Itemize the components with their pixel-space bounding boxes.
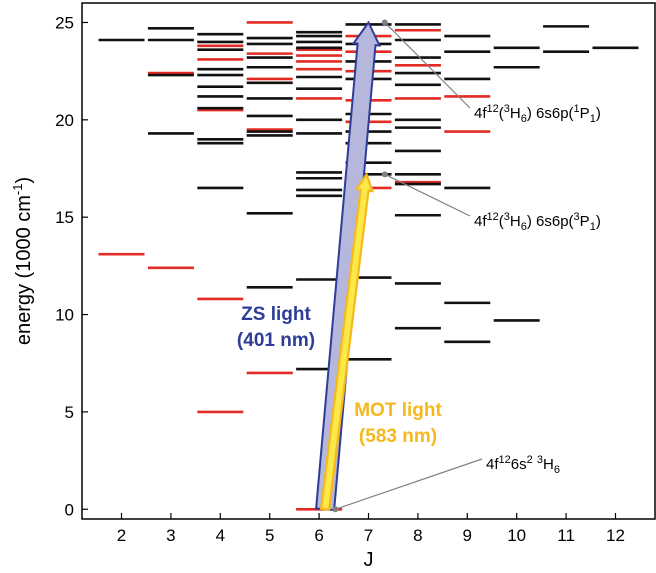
- annotation-part: 3: [537, 454, 543, 466]
- y-tick-label: 25: [55, 13, 74, 32]
- annotation-leader: [384, 173, 471, 217]
- y-tick-label: 15: [55, 208, 74, 227]
- y-axis-title-main: energy (1000 cm: [13, 195, 35, 345]
- annotation-part: 1: [590, 113, 596, 125]
- y-tick-label: 5: [65, 403, 74, 422]
- annotation-part: 1: [574, 103, 580, 115]
- laser-transitions: ZS light (401 nm) MOT light (583 nm): [237, 20, 442, 512]
- level-annotation: 4f12(3H6) 6s6p(1P1): [474, 103, 601, 125]
- annotation-part: 4f: [474, 105, 487, 122]
- annotation-part: 3: [504, 103, 510, 115]
- annotation-leaders: 4f12(3H6) 6s6p(1P1)4f12(3H6) 6s6p(3P1)4f…: [332, 19, 601, 513]
- annotation-part: (: [499, 105, 504, 122]
- x-tick-label: 3: [166, 526, 175, 545]
- mot-light-label-line1: MOT light: [354, 400, 442, 421]
- x-tick-label: 2: [117, 526, 126, 545]
- annotation-part: 12: [487, 211, 499, 223]
- zs-light-label: ZS light (401 nm): [237, 304, 315, 351]
- annotation-part: 6: [521, 221, 527, 233]
- x-tick-label: 6: [314, 526, 323, 545]
- annotation-part: ): [596, 213, 601, 230]
- annotation-part: 1: [590, 221, 596, 233]
- y-tick-label: 10: [55, 306, 74, 325]
- annotation-part: 3: [574, 211, 580, 223]
- mot-light-label: MOT light (583 nm): [354, 400, 442, 447]
- annotation-part: P: [580, 213, 590, 230]
- annotation-leader: [335, 458, 483, 510]
- annotation-part: 3: [504, 211, 510, 223]
- mot-light-label-line2: (583 nm): [359, 426, 437, 447]
- y-tick-label: 20: [55, 111, 74, 130]
- x-tick-label: 7: [364, 526, 373, 545]
- y-axis-title-end: ): [13, 177, 35, 184]
- x-tick-label: 8: [413, 526, 422, 545]
- zs-light-label-line1: ZS light: [241, 304, 311, 325]
- mot-light-arrow: [319, 171, 375, 512]
- annotation-part: 4f: [474, 213, 487, 230]
- zs-light-arrow: [315, 20, 382, 512]
- annotation-part: 6: [521, 113, 527, 125]
- x-tick-label: 11: [557, 526, 575, 545]
- annotation-part: H: [510, 105, 521, 122]
- annotation-part: 12: [499, 454, 511, 466]
- annotation-part: 4f: [486, 456, 499, 473]
- y-tick-label: 0: [65, 500, 74, 519]
- annotation-leader: [384, 22, 471, 109]
- annotation-part: ): [596, 105, 601, 122]
- annotation-part: ) 6s6p(: [527, 213, 574, 230]
- y-axis-title: energy (1000 cm-1): [10, 177, 35, 345]
- annotation-part: P: [580, 105, 590, 122]
- annotation-part: 12: [487, 103, 499, 115]
- x-tick-label: 5: [265, 526, 274, 545]
- x-tick-label: 10: [507, 526, 526, 545]
- annotation-part: 6s: [511, 456, 527, 473]
- x-axis-title: J: [364, 549, 374, 571]
- x-tick-label: 4: [216, 526, 225, 545]
- zs-light-label-line2: (401 nm): [237, 330, 315, 351]
- annotation-part: ) 6s6p(: [527, 105, 574, 122]
- annotation-part: (: [499, 213, 504, 230]
- level-annotation: 4f126s2 3H6: [486, 454, 560, 476]
- annotation-part: H: [510, 213, 521, 230]
- annotation-dot: [332, 506, 339, 513]
- annotation-dot: [381, 19, 388, 26]
- energy-levels: [98, 21, 639, 511]
- level-annotation: 4f12(3H6) 6s6p(3P1): [474, 211, 601, 233]
- annotation-part: H: [543, 456, 554, 473]
- x-tick-label: 12: [606, 526, 625, 545]
- x-tick-label: 9: [463, 526, 472, 545]
- y-axis-title-sup: -1: [10, 184, 25, 196]
- annotation-part: 6: [554, 464, 560, 476]
- annotation-dot: [381, 171, 388, 178]
- annotation-part: 2: [527, 454, 533, 466]
